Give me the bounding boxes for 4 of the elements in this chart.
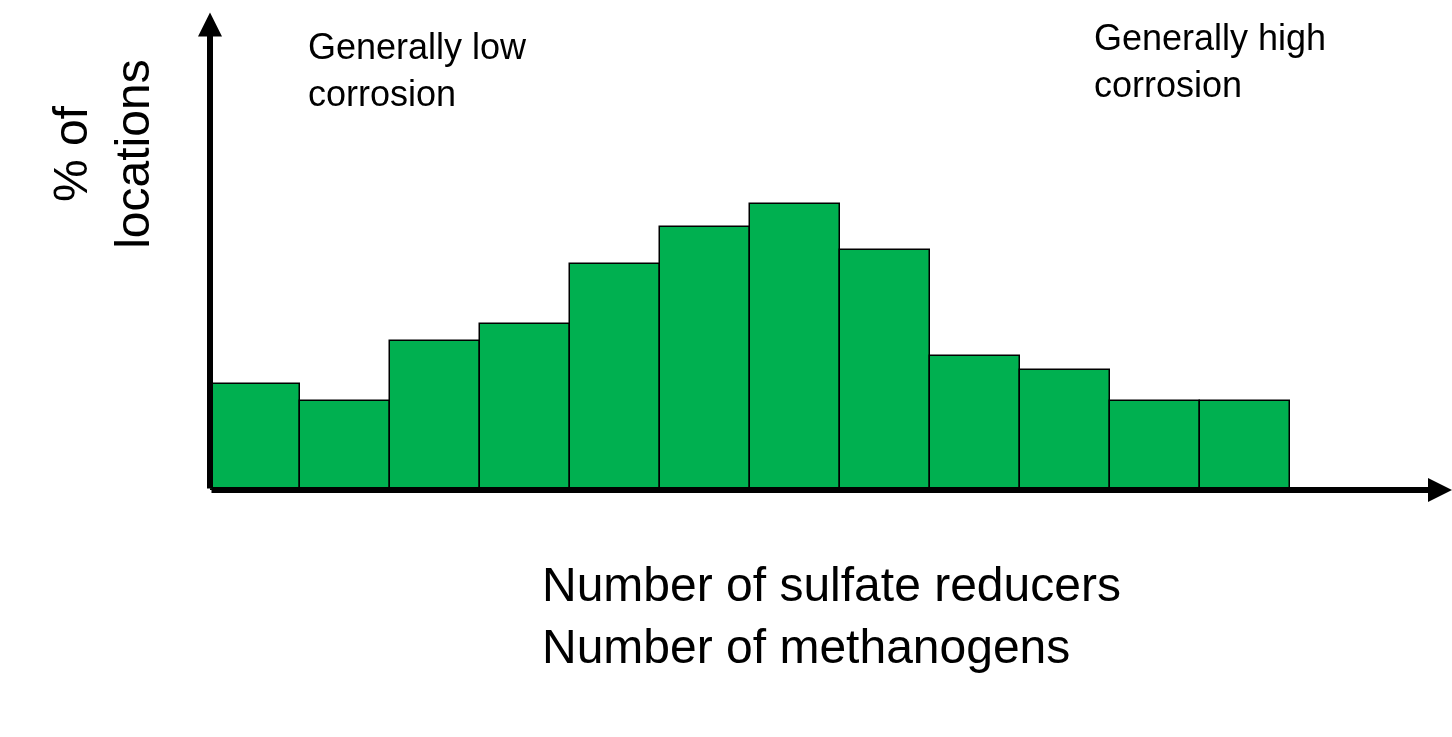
y-axis-title: % of locations [43,59,160,249]
text: Generally high corrosion [1094,17,1327,105]
x-axis-title: Number of sulfate reducers Number of methanogens [542,558,1121,674]
text: Generally low corrosion [308,26,528,114]
